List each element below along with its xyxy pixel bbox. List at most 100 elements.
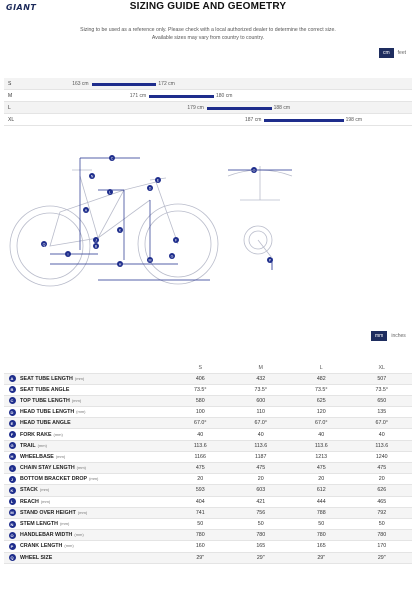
column-size: S <box>170 364 231 374</box>
row-label: TRAIL <box>20 442 36 449</box>
row-value: 780 <box>351 529 412 542</box>
geometry-row: G TRAIL (mm) 113.6 113.6 113.6 113.6 <box>4 440 412 452</box>
diagram-marker-letter: D <box>149 186 152 190</box>
geometry-row: I CHAIN STAY LENGTH (mm) 475 475 475 475 <box>4 462 412 475</box>
row-label: TOP TUBE LENGTH <box>20 397 70 404</box>
geometry-unit-toggle: mm inches <box>371 331 410 341</box>
row-unit: (mm) <box>59 521 70 527</box>
height-max: 188 cm <box>273 105 290 111</box>
row-value: 113.6 <box>170 440 231 452</box>
unit-mm-button[interactable]: mm <box>371 331 388 341</box>
geometry-row: F FORK RAKE (mm) 40 40 40 40 <box>4 428 412 441</box>
height-range-bar <box>206 107 272 110</box>
row-value: 475 <box>351 462 412 475</box>
diagram-marker <box>93 243 99 249</box>
row-label: STEM LENGTH <box>20 521 58 528</box>
row-unit: (mm) <box>77 509 88 515</box>
row-value: 603 <box>230 484 291 497</box>
row-unit: (mm) <box>40 498 51 504</box>
height-max: 172 cm <box>158 81 175 87</box>
row-value: 406 <box>170 373 231 385</box>
row-value: 626 <box>351 484 412 497</box>
row-label: HEAD TUBE ANGLE <box>20 420 71 427</box>
row-value: 29" <box>351 552 412 564</box>
height-range-bar <box>264 119 344 122</box>
diagram-marker <box>117 227 123 233</box>
disclaimer: Sizing to be used as a reference only. P… <box>0 26 416 42</box>
row-unit: (mm) <box>39 487 50 493</box>
row-value: 67.0° <box>230 417 291 430</box>
diagram-marker <box>41 241 47 247</box>
row-value: 475 <box>230 462 291 475</box>
row-value: 482 <box>291 373 352 385</box>
height-max: 180 cm <box>216 93 233 99</box>
unit-cm-button[interactable]: cm <box>379 48 394 58</box>
diagram-marker-letter: G <box>171 254 174 258</box>
unit-feet-button[interactable]: feet <box>393 48 411 58</box>
height-max: 198 cm <box>345 117 362 123</box>
row-badge: D <box>8 408 16 416</box>
row-unit: (mm) <box>37 442 47 448</box>
size-range-row: L 179 cm 188 cm <box>4 102 412 114</box>
row-value: 432 <box>230 373 291 385</box>
unit-inches-button[interactable]: inches <box>387 331 410 341</box>
row-value: 170 <box>351 540 412 553</box>
diagram-marker-letter: L <box>109 190 111 194</box>
row-value: 780 <box>291 529 352 542</box>
row-label: SEAT TUBE LENGTH <box>20 375 73 382</box>
row-badge: Q <box>8 554 16 562</box>
row-label: STAND OVER HEIGHT <box>20 509 76 516</box>
geometry-row: H WHEELBASE (mm) 1166 1187 1213 1240 <box>4 451 412 464</box>
geometry-row: B SEAT TUBE ANGLE 73.5° 73.5° 73.5° 73.5° <box>4 384 412 396</box>
geometry-row: J BOTTOM BRACKET DROP (mm) 20 20 20 20 <box>4 473 412 486</box>
row-label: CHAIN STAY LENGTH <box>20 465 75 472</box>
diagram-marker <box>117 261 123 267</box>
column-size: M <box>230 364 291 374</box>
row-value: 593 <box>170 484 231 497</box>
row-value: 792 <box>351 507 412 519</box>
size-range-row: M 171 cm 180 cm <box>4 90 412 102</box>
row-value: 50 <box>351 518 412 531</box>
height-range-bar <box>149 95 214 98</box>
row-value: 580 <box>170 395 231 408</box>
row-badge: B <box>8 386 16 394</box>
row-badge: F <box>8 431 16 439</box>
row-value: 756 <box>230 507 291 519</box>
diagram-marker-letter: M <box>149 258 152 262</box>
row-value: 73.5° <box>170 384 231 396</box>
diagram-marker-letter: K <box>119 228 122 232</box>
handlebar-detail <box>227 166 293 201</box>
row-value: 120 <box>291 406 352 419</box>
diagram-marker <box>147 185 153 191</box>
row-value: 444 <box>291 496 352 508</box>
row-value: 73.5° <box>351 384 412 396</box>
row-badge: L <box>8 498 16 506</box>
front-wheel <box>137 203 219 285</box>
row-label: HANDLEBAR WIDTH <box>20 532 73 539</box>
row-value: 404 <box>170 496 231 508</box>
row-value: 1166 <box>170 451 231 464</box>
row-unit: (mm) <box>64 543 74 549</box>
row-value: 507 <box>351 373 412 385</box>
row-badge: O <box>8 531 16 539</box>
row-badge: H <box>8 453 16 461</box>
row-value: 625 <box>291 395 352 408</box>
diagram-marker-letter: J <box>95 238 97 242</box>
diagram-marker-letter: I <box>68 252 69 256</box>
row-value: 40 <box>351 428 412 441</box>
row-value: 20 <box>230 473 291 486</box>
size-label: S <box>8 81 12 87</box>
size-range-row: XL 187 cm 198 cm <box>4 114 412 126</box>
diagram-marker <box>89 173 95 179</box>
row-label: WHEELBASE <box>20 453 54 460</box>
row-value: 29" <box>170 552 231 564</box>
size-range-row: S 163 cm 172 cm <box>4 78 412 90</box>
row-value: 741 <box>170 507 231 519</box>
size-label: L <box>8 105 11 111</box>
diagram-marker <box>93 237 99 243</box>
row-badge: P <box>8 542 16 550</box>
size-label: M <box>8 93 13 99</box>
brand-logo[interactable]: GIANT <box>6 3 37 12</box>
